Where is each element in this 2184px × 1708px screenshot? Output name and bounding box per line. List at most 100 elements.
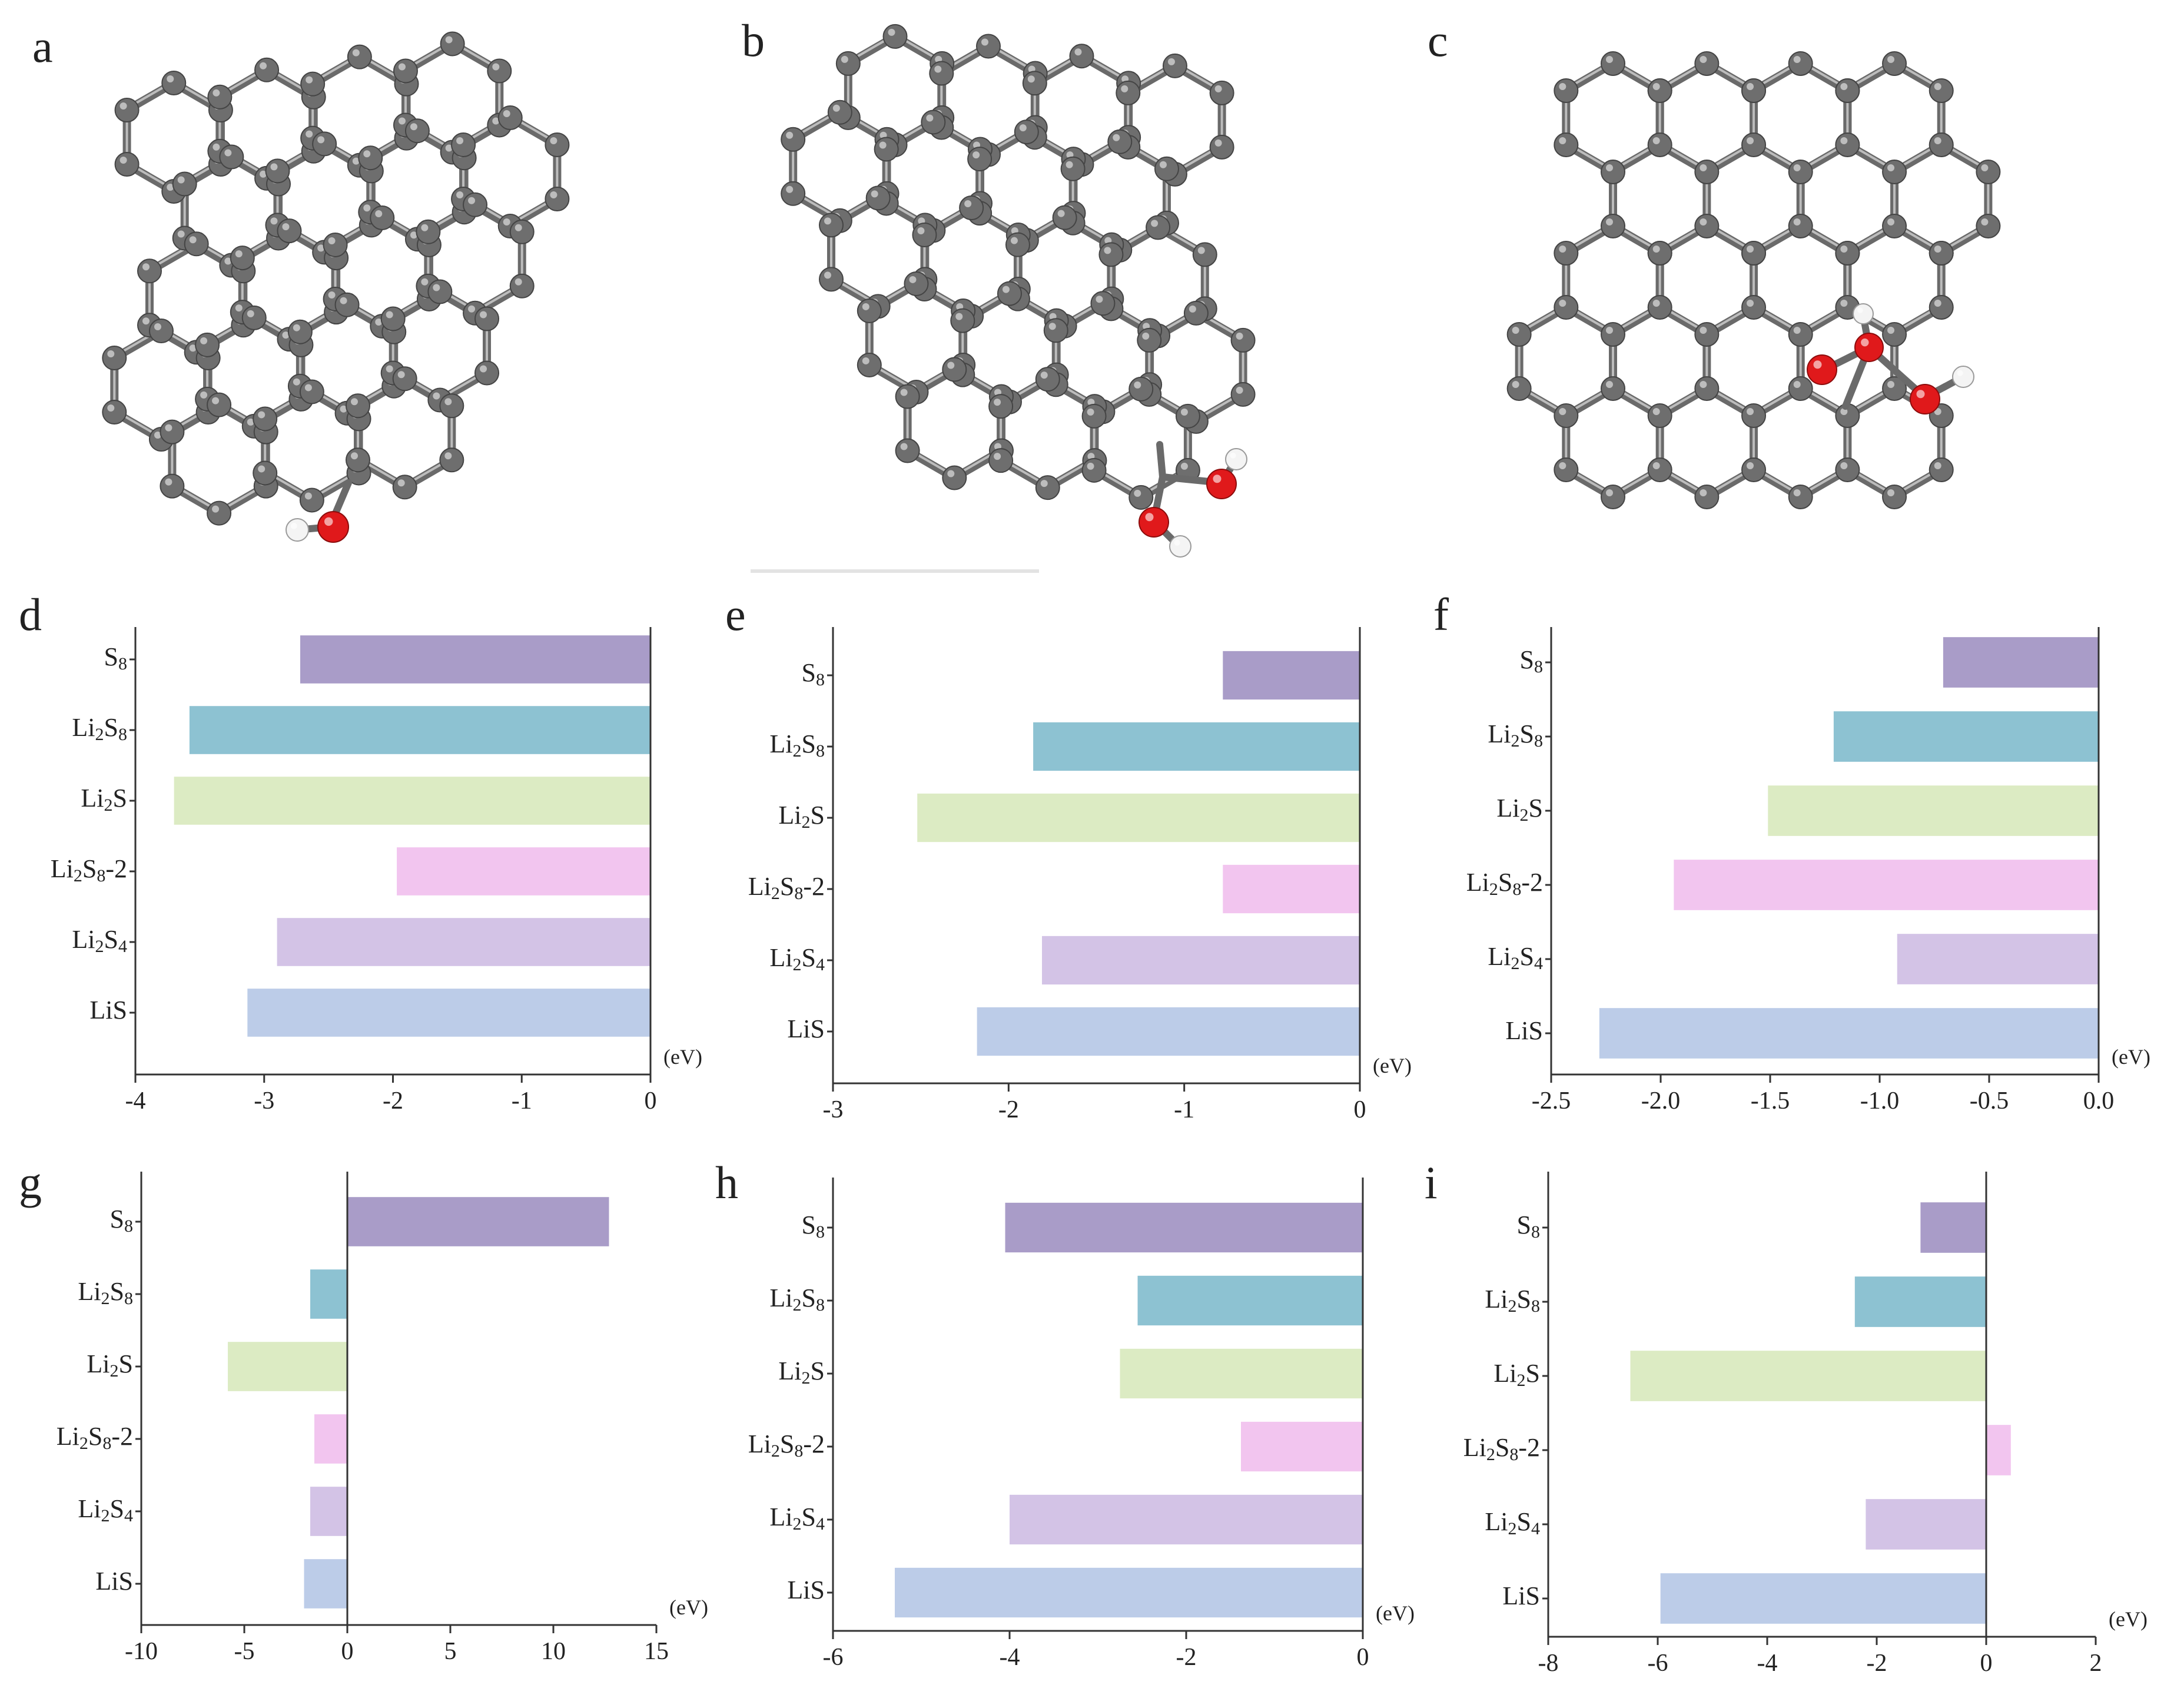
x-tick-label: -3	[254, 1087, 274, 1115]
category-label: Li2​S8​	[769, 729, 825, 761]
category-label: Li2​S8​-2	[748, 1430, 825, 1461]
bar-g-li2s	[228, 1342, 347, 1391]
panel-letter-b: b	[742, 15, 765, 66]
bar-i-li2s8	[1854, 1276, 1986, 1327]
x-tick-label: -6	[823, 1644, 844, 1671]
x-tick-label: -1.5	[1751, 1087, 1790, 1115]
x-tick-label: 5	[444, 1638, 457, 1665]
x-tick-label: 2	[2090, 1650, 2102, 1677]
x-tick-label: -2.0	[1641, 1087, 1681, 1115]
category-label: Li2​S	[778, 801, 825, 832]
x-tick-label: -8	[1538, 1650, 1559, 1677]
x-tick-label: 10	[541, 1638, 566, 1665]
category-label: LiS	[89, 996, 127, 1024]
panel-letter-e: e	[725, 589, 746, 640]
category-label: Li2​S8​	[78, 1277, 133, 1308]
bar-i-li2s8-2	[1986, 1425, 2011, 1475]
bar-f-li2s	[1768, 785, 2099, 836]
bar-e-li2s8	[1033, 722, 1360, 771]
category-label: Li2​S8​-2	[1463, 1433, 1540, 1464]
category-label: Li2​S	[1493, 1359, 1540, 1390]
category-label: Li2​S	[81, 784, 127, 815]
graphene-diol-molecule-icon	[781, 24, 1256, 558]
bar-chart-h: h S8​ Li2​S8​ Li2​S Li2​S8​-2 Li2​S4​ LiS -6 -4 -…	[715, 1157, 1415, 1671]
category-label: Li2​S8​-2	[1466, 868, 1543, 899]
bar-f-li2s8-2	[1674, 860, 2099, 910]
category-label: Li2​S4​	[769, 943, 825, 974]
category-label: Li2​S	[87, 1349, 133, 1381]
category-label: S8​	[104, 642, 127, 674]
bar-h-li2s8	[1137, 1275, 1363, 1326]
bar-h-s8	[1005, 1202, 1363, 1253]
bar-g-li2s8	[310, 1269, 347, 1319]
unit-label: (eV)	[2109, 1607, 2148, 1631]
category-label: LiS	[1505, 1016, 1543, 1045]
x-tick-label: -1.0	[1860, 1087, 1900, 1115]
bar-e-lis	[977, 1007, 1360, 1056]
x-tick-label: -6	[1648, 1650, 1668, 1677]
panel-letter-i: i	[1425, 1157, 1438, 1208]
panel-letter-d: d	[19, 589, 42, 640]
category-label: LiS	[1502, 1581, 1540, 1610]
x-tick-label: 0	[341, 1638, 354, 1665]
bar-e-li2s4	[1042, 936, 1360, 985]
bar-i-s8	[1920, 1202, 1986, 1253]
x-tick-label: -4	[1000, 1644, 1020, 1671]
x-tick-label: 0.0	[2083, 1087, 2115, 1115]
category-label: Li2​S8​	[72, 713, 127, 744]
x-tick-label: -0.5	[1970, 1087, 2009, 1115]
bar-chart-g: g S8​ Li2​S8​ Li2​S Li2​S8​-2 Li2​S4​ LiS -10 -5…	[19, 1157, 708, 1665]
category-label: Li2​S4​	[1488, 942, 1543, 973]
bar-e-li2s8-2	[1223, 864, 1360, 914]
category-label: Li2​S	[778, 1357, 825, 1388]
bar-i-li2s	[1630, 1351, 1986, 1401]
bar-f-lis	[1599, 1008, 2099, 1059]
x-tick-label: -1	[1174, 1096, 1194, 1123]
category-label: S8​	[1517, 1210, 1540, 1242]
bar-g-s8	[347, 1197, 609, 1246]
bar-charts: dS8​Li2​S8​Li2​SLi2​S8​-2Li2​S4​LiS-4-3-…	[19, 589, 2150, 1677]
bar-g-li2s8-2	[314, 1414, 347, 1464]
x-tick-label: 0	[1357, 1644, 1369, 1671]
panel-letter-a: a	[32, 21, 53, 72]
bar-f-li2s8	[1833, 711, 2099, 762]
bar-g-lis	[304, 1559, 347, 1608]
category-label: Li2​S4​	[769, 1503, 825, 1534]
category-label: S8​	[110, 1205, 133, 1236]
bar-chart-e: e S8​ Li2​S8​ Li2​S Li2​S8​-2 Li2​S4​ LiS -3 -2 -…	[725, 589, 1412, 1123]
category-label: Li2​S8​-2	[57, 1422, 133, 1453]
bar-chart-f: f S8​ Li2​S8​ Li2​S Li2​S8​-2 Li2​S4​ LiS -2.5 -…	[1433, 589, 2150, 1115]
category-label: Li2​S8​	[769, 1284, 825, 1315]
bar-f-s8	[1943, 637, 2099, 688]
category-label: Li2​S8​-2	[51, 854, 127, 885]
category-label: LiS	[95, 1567, 133, 1596]
graphene-cooh-molecule-icon	[1506, 51, 2001, 509]
category-label: Li2​S8​-2	[748, 872, 825, 903]
bar-i-lis	[1660, 1573, 1986, 1624]
x-tick-label: -2.5	[1532, 1087, 1571, 1115]
category-label: S8​	[1520, 645, 1543, 676]
x-tick-label: -3	[823, 1096, 844, 1123]
bar-d-s8	[300, 635, 650, 684]
x-tick-label: -1	[512, 1087, 532, 1115]
panel-letter-c: c	[1428, 15, 1448, 66]
x-tick-label: -2	[383, 1087, 403, 1115]
x-tick-label: -4	[1757, 1650, 1778, 1677]
unit-label: (eV)	[2112, 1045, 2150, 1069]
bar-d-li2s	[174, 777, 650, 825]
bar-d-lis	[247, 989, 650, 1037]
unit-label: (eV)	[1376, 1601, 1415, 1625]
panel-letter-g: g	[19, 1157, 42, 1208]
unit-label: (eV)	[663, 1045, 702, 1069]
bar-h-lis	[895, 1567, 1363, 1618]
category-label: Li2​S4​	[72, 925, 127, 956]
category-label: Li2​S	[1496, 794, 1543, 825]
bar-d-li2s4	[277, 918, 650, 966]
x-tick-label: -5	[234, 1638, 255, 1665]
panel-letter-f: f	[1433, 589, 1449, 640]
x-tick-label: -2	[998, 1096, 1019, 1123]
category-label: S8​	[802, 1210, 825, 1242]
bar-e-s8	[1223, 651, 1360, 700]
category-label: Li2​S4​	[1485, 1507, 1540, 1538]
